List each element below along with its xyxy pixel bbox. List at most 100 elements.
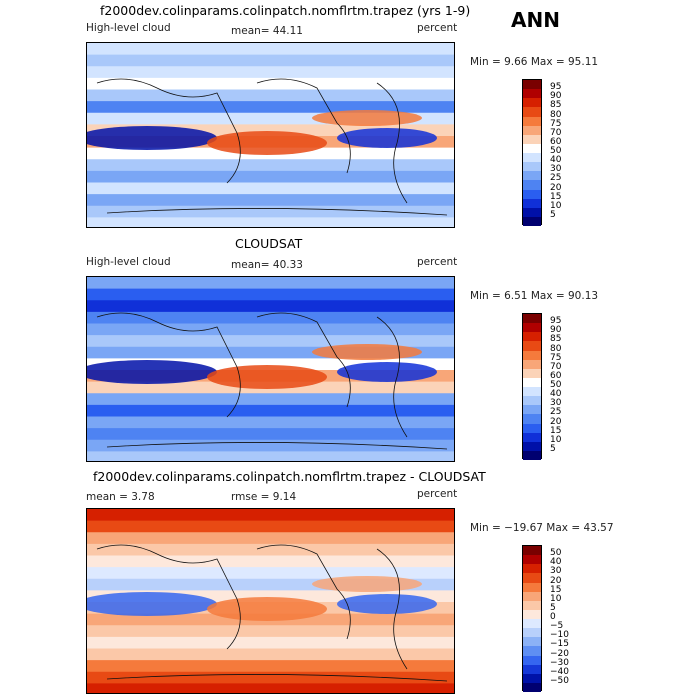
colorbar-tick-label: 50	[550, 548, 562, 559]
panel3-mean-label: mean = 3.78	[86, 491, 155, 503]
colorbar-tick-label: 25	[550, 407, 562, 418]
colorbar-segment	[523, 405, 541, 415]
map-field-band	[87, 636, 454, 650]
map-field-band	[87, 159, 454, 172]
panel1-left-label: High-level cloud	[86, 22, 171, 34]
panel2-colorbar	[522, 313, 542, 460]
colorbar-tick-label: 60	[550, 136, 562, 147]
map-field-band	[87, 625, 454, 638]
map-field-band	[87, 277, 454, 290]
colorbar-segment	[523, 107, 541, 117]
colorbar-segment	[523, 323, 541, 333]
map-field-anomaly	[207, 597, 327, 621]
colorbar-segment	[523, 646, 541, 656]
map-field-anomaly	[207, 131, 327, 155]
colorbar-tick-label: −50	[550, 675, 569, 686]
map-field-band	[87, 543, 454, 557]
colorbar-segment	[523, 414, 541, 424]
colorbar-tick-label: 20	[550, 182, 562, 193]
map-field-band	[87, 660, 454, 673]
colorbar-tick-label: −30	[550, 657, 569, 668]
map-field-band	[87, 648, 454, 662]
colorbar-tick-label: −10	[550, 630, 569, 641]
colorbar-segment	[523, 450, 541, 460]
map-field-anomaly	[337, 594, 437, 614]
season-label: ANN	[511, 8, 560, 32]
map-field-anomaly	[312, 344, 422, 360]
colorbar-tick-label: 30	[550, 164, 562, 175]
colorbar-tick-label: 40	[550, 557, 562, 568]
colorbar-segment	[523, 387, 541, 397]
map-field-band	[87, 323, 454, 337]
colorbar-segment	[523, 216, 541, 226]
panel3-minmax: Min = −19.67 Max = 43.57	[470, 522, 614, 534]
colorbar-tick-label: 20	[550, 575, 562, 586]
panel2-minmax: Min = 6.51 Max = 90.13	[470, 290, 599, 302]
colorbar-segment	[523, 441, 541, 451]
panel2-units-label: percent	[417, 256, 458, 268]
map-field-band	[87, 300, 454, 313]
map-field-band	[87, 194, 454, 207]
colorbar-segment	[523, 350, 541, 360]
colorbar-segment	[523, 153, 541, 163]
colorbar-segment	[523, 423, 541, 433]
colorbar-segment	[523, 377, 541, 387]
colorbar-tick-label: 25	[550, 173, 562, 184]
colorbar-tick-label: 90	[550, 325, 562, 336]
colorbar-segment	[523, 134, 541, 144]
map-field-band	[87, 205, 454, 219]
map-field-band	[87, 416, 454, 430]
map-field-anomaly	[337, 362, 437, 382]
colorbar-segment	[523, 189, 541, 199]
colorbar-tick-label: 75	[550, 118, 562, 129]
colorbar-tick-label: 95	[550, 316, 562, 327]
map-field-anomaly	[87, 126, 217, 150]
colorbar-segment	[523, 619, 541, 629]
colorbar-segment	[523, 609, 541, 619]
colorbar-tick-label: 5	[550, 602, 556, 613]
colorbar-tick-label: −5	[550, 621, 564, 632]
map-field-band	[87, 671, 454, 685]
colorbar-segment	[523, 207, 541, 217]
map-field-anomaly	[87, 592, 217, 616]
map-field-anomaly	[312, 576, 422, 592]
panel3-rmse-label: rmse = 9.14	[231, 491, 297, 503]
colorbar-tick-label: 95	[550, 82, 562, 93]
colorbar-segment	[523, 555, 541, 565]
map-field-band	[87, 451, 454, 461]
colorbar-segment	[523, 655, 541, 665]
panel2-map-field	[87, 277, 454, 461]
map-field-anomaly	[337, 128, 437, 148]
colorbar-tick-label: −20	[550, 648, 569, 659]
colorbar-segment	[523, 628, 541, 638]
colorbar-tick-label: −40	[550, 666, 569, 677]
colorbar-tick-label: 10	[550, 593, 562, 604]
map-field-band	[87, 555, 454, 569]
colorbar-segment	[523, 637, 541, 647]
map-field-band	[87, 288, 454, 302]
colorbar-tick-label: 20	[550, 416, 562, 427]
map-field-band	[87, 509, 454, 522]
colorbar-segment	[523, 332, 541, 342]
colorbar-segment	[523, 573, 541, 583]
colorbar-segment	[523, 396, 541, 406]
map-field-band	[87, 532, 454, 545]
colorbar-segment	[523, 682, 541, 692]
colorbar-tick-label: 80	[550, 343, 562, 354]
colorbar-segment	[523, 143, 541, 153]
coastline-outline	[96, 544, 448, 682]
panel3-map	[86, 508, 455, 694]
colorbar-tick-label: 50	[550, 146, 562, 156]
map-field-anomaly	[87, 360, 217, 384]
colorbar-tick-label: 15	[550, 425, 562, 436]
colorbar-segment	[523, 314, 541, 324]
map-field-band	[87, 182, 454, 196]
map-field-anomaly	[312, 110, 422, 126]
colorbar-tick-label: 60	[550, 370, 562, 381]
map-field-band	[87, 217, 454, 227]
panel1-mean-label: mean= 44.11	[231, 25, 303, 37]
colorbar-segment	[523, 591, 541, 601]
map-field-band	[87, 54, 454, 68]
panel1-minmax: Min = 9.66 Max = 95.11	[470, 56, 599, 68]
